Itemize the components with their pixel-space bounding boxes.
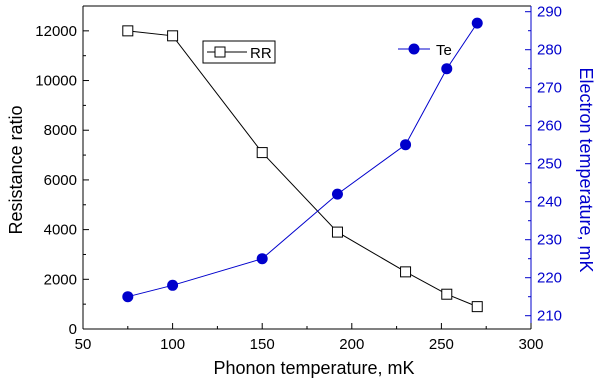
y-right-tick-label: 210 <box>537 308 562 325</box>
y-right-tick-label: 290 <box>537 4 562 21</box>
y-right-tick-label: 260 <box>537 118 562 135</box>
x-tick-label: 150 <box>250 336 275 353</box>
series-te-point <box>441 63 453 75</box>
series-te-point <box>400 139 412 151</box>
series-layer <box>122 17 483 313</box>
series-te-point <box>256 253 268 265</box>
x-tick-label: 50 <box>75 336 92 353</box>
legend-te-marker <box>408 43 420 55</box>
x-tick-label: 100 <box>160 336 185 353</box>
y-left-tick-label: 0 <box>69 321 77 338</box>
x-tick-label: 250 <box>429 336 454 353</box>
y-right-tick-label: 240 <box>537 194 562 211</box>
series-rr-point <box>122 25 134 37</box>
series-rr-point <box>331 226 343 238</box>
y-axis-right: 210 220 230 240 250 260 270 280 290 <box>525 4 562 325</box>
y-left-tick-label: 2000 <box>44 271 77 288</box>
y-left-tick-label: 6000 <box>44 172 77 189</box>
legend-te-label: Te <box>436 42 452 59</box>
series-rr-point <box>167 30 179 42</box>
x-axis: 50 100 150 200 250 300 <box>75 323 544 353</box>
series-rr-point <box>471 301 483 313</box>
legend-te: Te <box>398 42 452 59</box>
y-right-tick-label: 270 <box>537 80 562 97</box>
x-axis-title: Phonon temperature, mK <box>213 358 414 378</box>
y-right-tick-label: 280 <box>537 42 562 59</box>
series-te-point <box>167 279 179 291</box>
y-left-tick-label: 4000 <box>44 222 77 239</box>
y-left-tick-label: 12000 <box>35 23 77 40</box>
series-rr-point <box>441 288 453 300</box>
legend-rr-box <box>202 40 276 64</box>
y-axis-left: 0 2000 4000 6000 8000 10000 12000 <box>35 5 89 338</box>
plot-frame <box>82 5 532 330</box>
legend-rr-marker <box>214 46 226 58</box>
series-rr-point <box>400 266 412 278</box>
legend-rr: RR <box>202 40 276 64</box>
series-te-line <box>127 22 478 298</box>
series-te-point <box>471 17 483 29</box>
y-left-tick-label: 10000 <box>35 73 77 90</box>
y-axis-left-title: Resistance ratio <box>6 105 26 234</box>
series-rr-point <box>256 147 268 159</box>
x-tick-label: 200 <box>339 336 364 353</box>
y-right-tick-label: 230 <box>537 232 562 249</box>
series-te-point <box>331 188 343 200</box>
y-axis-right-title: Electron temperature, mK <box>576 67 596 272</box>
series-rr-line <box>127 30 478 308</box>
y-right-tick-label: 220 <box>537 270 562 287</box>
series-te-point <box>122 291 134 303</box>
x-tick-label: 300 <box>518 336 543 353</box>
y-right-tick-label: 250 <box>537 156 562 173</box>
y-left-tick-label: 8000 <box>44 122 77 139</box>
legend-rr-label: RR <box>250 45 272 62</box>
